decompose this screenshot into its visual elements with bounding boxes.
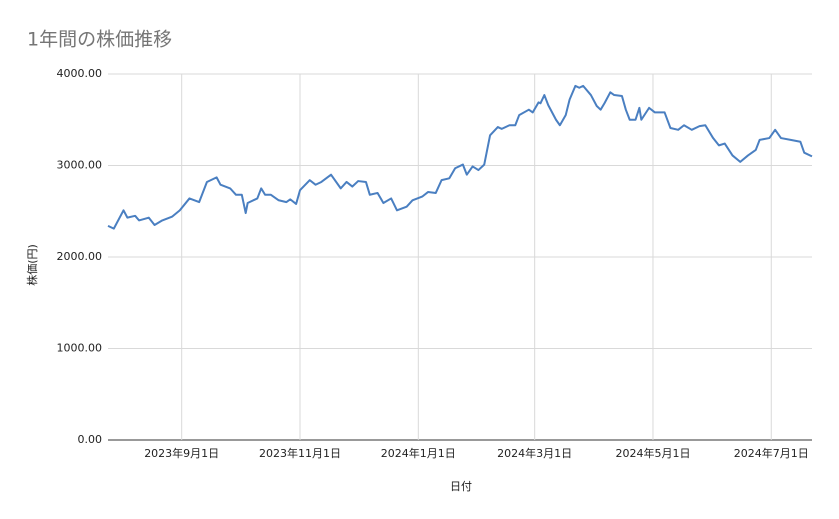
chart-title: 1年間の株価推移 [27,29,172,51]
y-tick-label: 1000.00 [57,342,103,355]
y-tick-label: 2000.00 [57,250,103,263]
line-series [107,84,813,230]
x-tick-label: 2024年1月1日 [381,446,456,460]
y-tick-label: 3000.00 [57,159,103,172]
x-tick-label: 2023年9月1日 [144,446,219,460]
x-axis-label: 日付 [450,480,472,493]
y-axis-label: 株価(円) [25,244,39,286]
x-tick-label: 2024年5月1日 [615,446,690,460]
x-tick-label: 2024年3月1日 [497,446,572,460]
x-tick-label: 2024年7月1日 [734,446,809,460]
y-tick-label: 0.00 [78,433,103,446]
y-tick-label: 4000.00 [57,67,103,80]
x-tick-label: 2023年11月1日 [259,446,341,460]
